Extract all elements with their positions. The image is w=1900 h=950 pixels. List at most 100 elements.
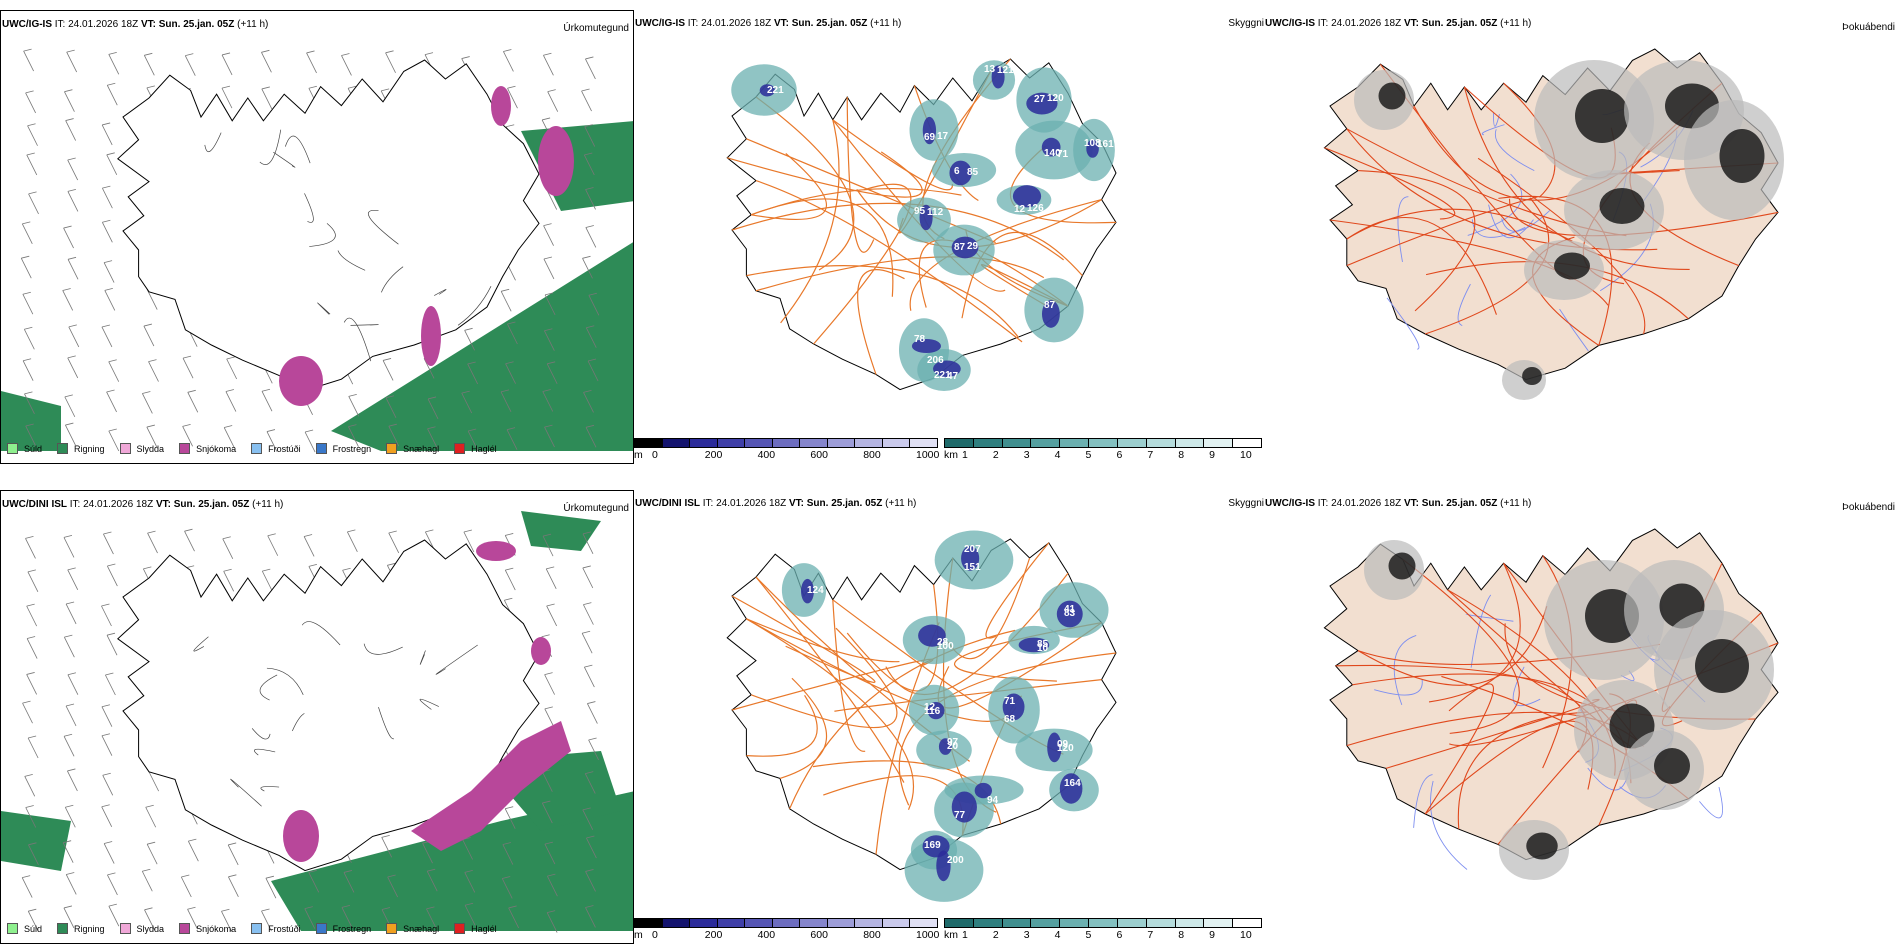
height-label: 85: [967, 167, 979, 178]
wind-barb: [507, 323, 518, 345]
wind-barb: [544, 294, 556, 316]
wind-barb: [588, 295, 600, 316]
road: [435, 644, 478, 675]
wind-barb-flag: [304, 429, 314, 433]
precip-header: UWC/DINI ISL IT: 24.01.2026 18Z VT: Sun.…: [2, 499, 283, 510]
wind-barb: [348, 396, 360, 417]
cloud-header: UWC/IG-IS IT: 24.01.2026 18Z VT: Sun. 25…: [635, 18, 901, 29]
cloud-header: UWC/DINI ISL IT: 24.01.2026 18Z VT: Sun.…: [635, 498, 916, 509]
ceiling-patch: [911, 338, 942, 354]
colorbar-tick: 200: [704, 449, 723, 461]
wind-barb: [63, 537, 75, 558]
wind-barb: [24, 776, 36, 797]
road: [301, 621, 341, 646]
panel-title: Úrkomutegund: [563, 23, 629, 34]
wind-barb-flag: [468, 428, 477, 432]
wind-barb-flag: [63, 535, 73, 538]
wind-barb-flag: [501, 288, 510, 292]
height-label: 71: [1004, 696, 1016, 707]
legend-label: Rigning: [74, 923, 105, 934]
wind-barb-flag: [547, 361, 556, 365]
wind-barb-flag: [304, 906, 313, 910]
wind-barb-flag: [22, 875, 31, 878]
road: [961, 231, 1083, 319]
precip-map: [1, 48, 633, 453]
colorbar-cell: [1089, 919, 1118, 927]
legend-swatch: [454, 443, 466, 454]
wind-barb: [67, 569, 79, 591]
colorbar-cell: [1031, 919, 1061, 927]
vt-value: Sun. 25.jan. 05Z: [173, 499, 250, 510]
wind-barb-flag: [187, 389, 196, 393]
height-label: 124: [807, 585, 824, 596]
fog-core: [1695, 639, 1749, 693]
colorbar-cells: [634, 438, 938, 448]
height-label: 207: [964, 544, 981, 555]
wind-barb-flag: [467, 361, 476, 365]
wind-barb-flag: [261, 388, 271, 392]
road: [381, 266, 404, 293]
wind-barb-flag: [508, 905, 517, 909]
legend-item-slydda: Slydda: [119, 443, 164, 454]
wind-barb: [106, 85, 118, 106]
wind-barb: [68, 326, 80, 348]
wind-barb: [542, 535, 554, 557]
wind-barb: [63, 736, 75, 757]
colorbar-cell: [1146, 439, 1176, 447]
it-value: 24.01.2026 18Z: [716, 498, 787, 509]
ceiling-patch: [918, 624, 946, 647]
ceiling-patch: [936, 850, 951, 882]
wind-barb: [582, 809, 594, 831]
wind-barb-flag: [381, 907, 391, 910]
wind-barb-flag: [542, 389, 551, 392]
road: [304, 193, 314, 223]
wind-barb-flag: [343, 870, 353, 873]
wind-barb-flag: [143, 566, 152, 570]
wind-barb-flag: [64, 394, 73, 398]
wind-barb-flag: [425, 529, 434, 533]
legend-swatch: [454, 923, 466, 934]
wind-barb-flag: [102, 219, 111, 223]
precip-panel-bottom: UWC/DINI ISL IT: 24.01.2026 18Z VT: Sun.…: [0, 490, 634, 944]
wind-barb: [67, 674, 79, 695]
colorbar-tick: 3: [1023, 929, 1030, 941]
model-name: UWC/IG-IS: [2, 19, 52, 30]
wind-barb-flag: [581, 88, 590, 92]
wind-barb-flag: [26, 603, 35, 607]
wind-barb-flag: [108, 359, 117, 363]
wind-barb-flag: [25, 805, 34, 808]
road: [309, 223, 336, 247]
lead-time: (+11 h): [237, 19, 269, 30]
ceiling-patch: [1047, 732, 1062, 763]
lead-time: (+11 h): [1500, 18, 1532, 29]
ceiling-colorbar: m 0 200 400 600 800 1000: [634, 918, 939, 944]
colorbar-tick: 9: [1209, 929, 1215, 941]
wind-barb-flag: [587, 701, 596, 704]
road: [291, 713, 305, 732]
road: [750, 198, 894, 297]
vt-value: Sun. 25.jan. 05Z: [806, 498, 883, 509]
wind-barb-flag: [104, 287, 113, 291]
wind-barb: [464, 872, 476, 893]
wind-barb-flag: [261, 908, 270, 912]
wind-barb: [24, 393, 35, 415]
wind-barb-flag: [143, 323, 152, 327]
fog-header: UWC/IG-IS IT: 24.01.2026 18Z VT: Sun. 25…: [1265, 498, 1531, 509]
wind-barb-flag: [342, 567, 351, 571]
river: [1430, 780, 1468, 870]
wind-barb: [65, 705, 77, 727]
wind-barb: [464, 330, 475, 351]
legend-swatch: [119, 923, 131, 934]
wind-barb: [182, 357, 194, 379]
road: [273, 151, 296, 168]
wind-barb-flag: [24, 326, 33, 330]
wind-barb-flag: [505, 567, 514, 571]
wind-barb-flag: [67, 672, 76, 676]
wind-barb-flag: [27, 123, 36, 127]
wind-barb: [385, 52, 396, 73]
road: [1324, 147, 1456, 220]
road: [317, 302, 331, 315]
height-label: 206: [927, 355, 944, 366]
colorbar-cell: [945, 919, 974, 927]
wind-barb: [547, 91, 559, 112]
